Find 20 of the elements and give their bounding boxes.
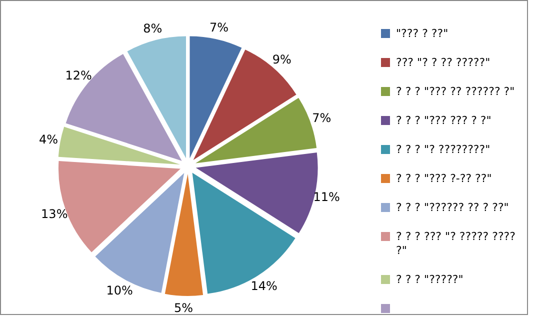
data-label: 12% [65, 68, 92, 82]
legend-label: ??? "? ? ?? ?????" [396, 56, 492, 70]
legend-label: ? ? ? "?????? ?? ? ??" [396, 201, 510, 215]
data-label: 10% [106, 283, 133, 298]
legend-label: ? ? ? "?????" [396, 273, 464, 287]
data-label: 7% [312, 110, 332, 125]
legend-label: ? ? ? "??? ?-?? ??" [396, 172, 493, 186]
data-label: 14% [250, 278, 278, 293]
data-label: 7% [209, 20, 228, 34]
data-label: 13% [41, 207, 68, 222]
legend-label: ? ? ? ??? "? ????? ???? ?" [396, 230, 516, 258]
legend-label: ? ? ? "? ????????" [396, 143, 492, 157]
data-label: 9% [272, 52, 292, 66]
data-label: 4% [38, 132, 58, 146]
data-label: 5% [174, 300, 194, 315]
data-label: 11% [313, 190, 340, 204]
legend-label: ? ? ? "??? ??? ? ?" [396, 114, 492, 128]
legend-label: "??? ? ??" [396, 27, 450, 41]
legend-label: ? ? ? "??? ?? ?????? ?" [396, 85, 516, 99]
data-label: 8% [143, 21, 162, 36]
